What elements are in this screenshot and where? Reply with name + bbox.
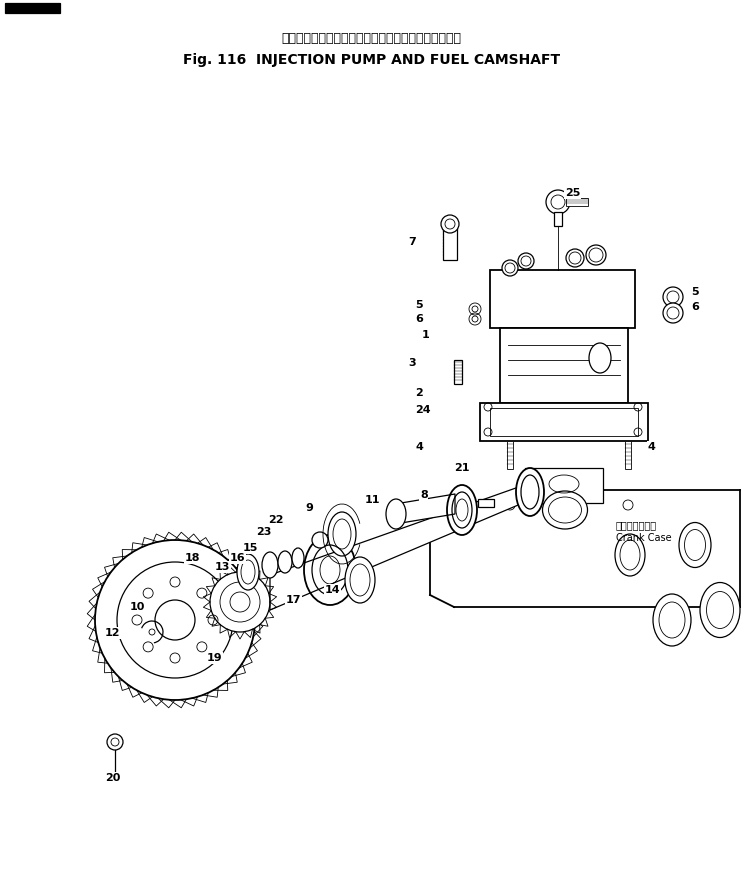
Circle shape (518, 253, 534, 269)
Circle shape (312, 532, 328, 548)
Text: 10: 10 (130, 602, 146, 612)
Bar (454, 360, 462, 384)
Text: 5: 5 (415, 300, 423, 310)
Text: 2: 2 (415, 388, 423, 398)
Text: Crank Case: Crank Case (616, 533, 672, 543)
Ellipse shape (328, 512, 356, 556)
Bar (478, 499, 494, 507)
Text: 3: 3 (408, 358, 415, 368)
Circle shape (117, 562, 233, 678)
Ellipse shape (278, 551, 292, 573)
Bar (500, 328, 628, 403)
Text: 6: 6 (691, 302, 699, 312)
Text: 8: 8 (420, 490, 428, 500)
Ellipse shape (615, 534, 645, 576)
Bar (490, 270, 635, 328)
Text: 14: 14 (325, 585, 340, 595)
Circle shape (155, 600, 195, 640)
Ellipse shape (386, 499, 406, 529)
Text: Fig. 116  INJECTION PUMP AND FUEL CAMSHAFT: Fig. 116 INJECTION PUMP AND FUEL CAMSHAF… (183, 53, 560, 67)
Circle shape (502, 260, 518, 276)
Circle shape (230, 592, 250, 612)
Circle shape (566, 249, 584, 267)
Text: 13: 13 (215, 562, 230, 572)
Ellipse shape (447, 485, 477, 535)
Ellipse shape (237, 554, 259, 590)
Circle shape (589, 248, 603, 262)
Text: 24: 24 (415, 405, 431, 415)
Circle shape (107, 734, 123, 750)
Circle shape (521, 256, 531, 266)
Ellipse shape (653, 594, 691, 646)
Text: 20: 20 (105, 773, 120, 783)
Bar (625, 441, 631, 469)
Circle shape (149, 629, 155, 635)
Text: 1: 1 (422, 330, 429, 340)
Text: 19: 19 (207, 653, 223, 663)
Text: インジェクションポンプおよびフュエルカムシャフト: インジェクションポンプおよびフュエルカムシャフト (282, 32, 461, 45)
Bar (5, 3, 60, 13)
Bar (566, 198, 588, 206)
Ellipse shape (345, 557, 375, 603)
Ellipse shape (292, 548, 304, 568)
Bar (443, 228, 457, 260)
Ellipse shape (304, 535, 356, 605)
Circle shape (95, 540, 255, 700)
Text: 18: 18 (185, 553, 201, 563)
Circle shape (505, 263, 515, 273)
Text: 4: 4 (648, 442, 656, 452)
Text: 12: 12 (105, 628, 120, 638)
Circle shape (663, 303, 683, 323)
Circle shape (210, 572, 270, 632)
Text: 16: 16 (230, 553, 246, 563)
Bar (490, 408, 638, 436)
Circle shape (546, 190, 570, 214)
Text: クランクケース: クランクケース (616, 520, 657, 530)
Polygon shape (395, 494, 455, 524)
Bar (480, 403, 648, 441)
Text: 25: 25 (565, 188, 580, 198)
Text: 22: 22 (268, 515, 284, 525)
Text: 11: 11 (365, 495, 380, 505)
Polygon shape (270, 483, 530, 610)
Circle shape (569, 252, 581, 264)
Ellipse shape (516, 468, 544, 516)
Text: 9: 9 (305, 503, 313, 513)
Text: 15: 15 (243, 543, 259, 553)
Bar (525, 468, 603, 503)
Text: 17: 17 (286, 595, 302, 605)
Ellipse shape (700, 583, 740, 638)
Text: 5: 5 (691, 287, 698, 297)
Text: 7: 7 (408, 237, 416, 247)
Ellipse shape (542, 491, 588, 529)
Circle shape (441, 215, 459, 233)
Ellipse shape (164, 606, 186, 634)
Bar (554, 212, 562, 226)
Ellipse shape (262, 552, 278, 578)
Circle shape (586, 245, 606, 265)
Bar (507, 441, 513, 469)
Text: 23: 23 (256, 527, 271, 537)
Ellipse shape (589, 343, 611, 373)
Ellipse shape (679, 522, 711, 568)
Text: 6: 6 (415, 314, 423, 324)
Text: 21: 21 (454, 463, 470, 473)
Circle shape (663, 287, 683, 307)
Text: 4: 4 (415, 442, 423, 452)
